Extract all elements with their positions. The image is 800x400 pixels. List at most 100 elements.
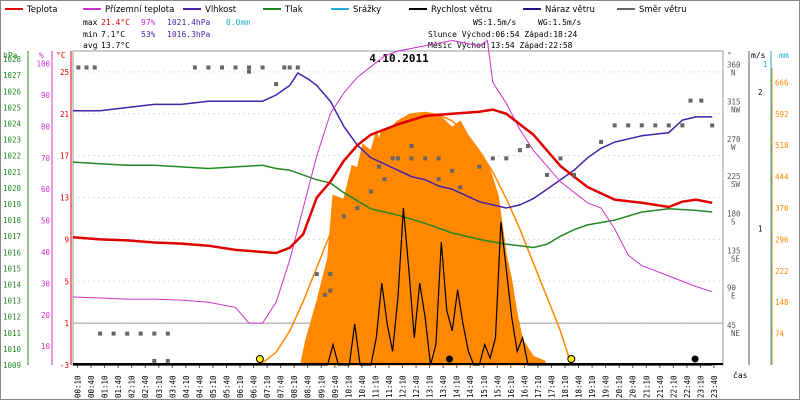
tick-time: 00:40 (87, 375, 96, 398)
info-wg: WG:1.5m/s (538, 18, 582, 27)
tick-time: 09:10 (317, 375, 326, 398)
tick-time: 01:10 (101, 375, 110, 398)
wind-direction-point (192, 65, 197, 70)
tick-sun: 444 (775, 173, 789, 182)
wind-direction-point (152, 358, 157, 363)
tick-degc: 17 (60, 152, 69, 161)
wind-direction-point (282, 65, 287, 70)
wind-direction-point (247, 69, 251, 74)
wind-direction-point (287, 65, 292, 70)
tick-time: 03:10 (155, 375, 164, 398)
wind-direction-point (504, 156, 509, 161)
tick-time: 19:10 (588, 375, 597, 398)
tick-time: 01:40 (114, 375, 123, 398)
tick-time: 03:40 (168, 375, 177, 398)
wind-direction-point (436, 156, 441, 161)
wind-direction-point (436, 177, 441, 182)
tick-pct: 40 (41, 248, 51, 257)
tick-time: 14:10 (453, 375, 462, 398)
legend-label: Tlak (284, 5, 303, 15)
tick-pct: 70 (41, 154, 51, 163)
wind-direction-point (458, 185, 463, 190)
tick-time: 16:10 (507, 375, 516, 398)
tick-hpa: 1011 (3, 329, 21, 338)
wind-direction-point (98, 331, 103, 336)
tick-dir-name: NW (731, 106, 741, 115)
wind-direction-point (125, 331, 130, 336)
tick-time: 04:40 (195, 375, 204, 398)
tick-time: 18:10 (561, 375, 570, 398)
legend-label: Náraz větru (545, 5, 595, 15)
stats-min-label: min (83, 30, 98, 39)
wind-direction-point (423, 156, 428, 161)
tick-time: 06:40 (250, 375, 259, 398)
tick-time: 22:40 (683, 375, 692, 398)
tick-ms: 2 (758, 88, 763, 97)
tick-time: 07:10 (263, 375, 272, 398)
wind-direction-point (92, 65, 97, 70)
tick-hpa: 1021 (3, 168, 21, 177)
wind-direction-point (260, 65, 265, 70)
tick-pct: 100 (36, 60, 50, 69)
wind-direction-point (526, 144, 530, 148)
tick-time: 02:10 (128, 375, 137, 398)
wind-direction-point (572, 172, 576, 177)
tick-dir-deg: 360 (727, 61, 741, 70)
tick-time: 13:40 (439, 375, 448, 398)
wind-direction-point (699, 98, 704, 103)
wind-direction-point (545, 172, 549, 177)
wind-direction-point (390, 156, 395, 161)
wind-direction-point (626, 123, 631, 128)
tick-hpa: 1016 (3, 248, 22, 257)
tick-pct: 80 (41, 122, 51, 131)
wind-direction-point (165, 331, 170, 336)
tick-pct: 10 (41, 342, 51, 351)
tick-dir-name: N (731, 69, 736, 78)
tick-time: 20:10 (615, 375, 624, 398)
tick-sun: 592 (775, 110, 789, 119)
sunrise-marker (255, 355, 264, 363)
wind-direction-point (138, 331, 143, 336)
tick-hpa: 1019 (3, 200, 21, 209)
tick-dir-deg: 225 (727, 172, 741, 181)
wind-direction-point (680, 123, 685, 128)
tick-degc: 9 (64, 235, 69, 244)
tick-dir-name: SE (731, 254, 741, 263)
moonset-marker (691, 355, 699, 363)
tick-hpa: 1018 (3, 216, 22, 225)
axis-unit-mm: mm (779, 51, 789, 60)
tick-time: 11:10 (371, 375, 380, 398)
tick-time: 16:40 (520, 375, 529, 398)
tick-sun: 148 (775, 298, 789, 307)
tick-hpa: 1022 (3, 152, 21, 161)
series-temperature (72, 108, 713, 255)
wind-direction-point (314, 272, 319, 277)
tick-degc: -3 (60, 361, 69, 370)
tick-time: 10:40 (358, 375, 367, 398)
tick-time: 21:10 (642, 375, 651, 398)
axis-unit-degc: °C (56, 51, 66, 60)
stats-min-temp: 7.1°C (101, 30, 125, 39)
wind-direction-point (409, 144, 414, 148)
wind-direction-point (76, 65, 81, 70)
tick-sun: 518 (775, 141, 789, 150)
axis-unit-cas: čas (733, 370, 748, 380)
tick-time: 07:40 (277, 375, 286, 398)
tick-pct: 20 (41, 311, 51, 320)
wind-direction-point (490, 156, 495, 161)
wind-direction-point (206, 65, 211, 70)
tick-time: 23:40 (710, 375, 719, 398)
tick-mm: 1 (763, 60, 768, 69)
wind-direction-point (653, 123, 658, 128)
tick-hpa: 1014 (3, 280, 22, 289)
axis-unit-ms: m/s (751, 51, 766, 60)
tick-pct: 60 (41, 185, 51, 194)
legend-label: Přízemní teplota (105, 5, 174, 15)
tick-time: 05:40 (222, 375, 231, 398)
legend-label: Teplota (26, 5, 57, 15)
tick-degc: 5 (64, 277, 69, 286)
tick-time: 14:40 (466, 375, 475, 398)
wind-direction-point (450, 168, 455, 173)
